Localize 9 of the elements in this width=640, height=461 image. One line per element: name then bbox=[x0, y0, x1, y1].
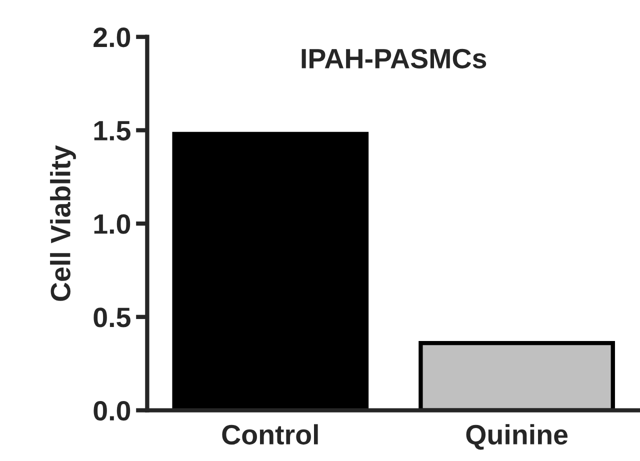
x-tick-label: Control bbox=[222, 424, 318, 445]
chart-title: IPAH-PASMCs bbox=[302, 48, 486, 68]
y-tick-label: 0.5 bbox=[94, 308, 130, 328]
y-tick-label: 2.0 bbox=[94, 28, 130, 48]
y-tick-label: 1.0 bbox=[94, 214, 130, 234]
y-tick-label: 0.0 bbox=[94, 400, 130, 421]
x-tick-label: Quinine bbox=[466, 424, 568, 450]
y-axis-title: Cell Viablity bbox=[50, 145, 76, 301]
y-tick-label: 1.5 bbox=[94, 121, 130, 141]
